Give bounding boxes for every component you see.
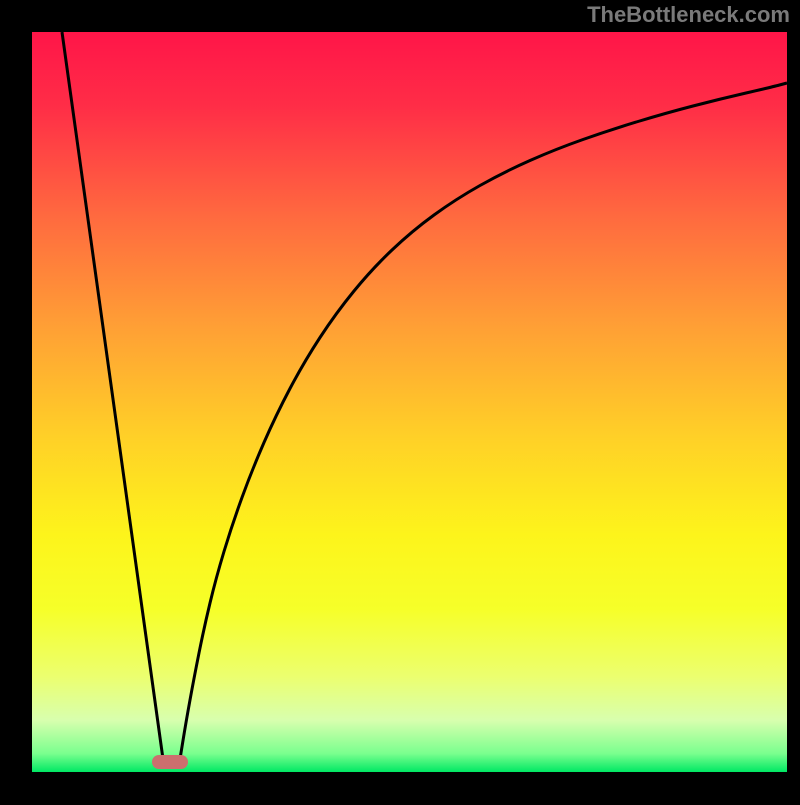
chart-svg [0,0,800,800]
bottleneck-marker [152,755,188,769]
plot-background [32,32,787,772]
watermark-text: TheBottleneck.com [587,2,790,28]
chart-container [0,0,800,800]
